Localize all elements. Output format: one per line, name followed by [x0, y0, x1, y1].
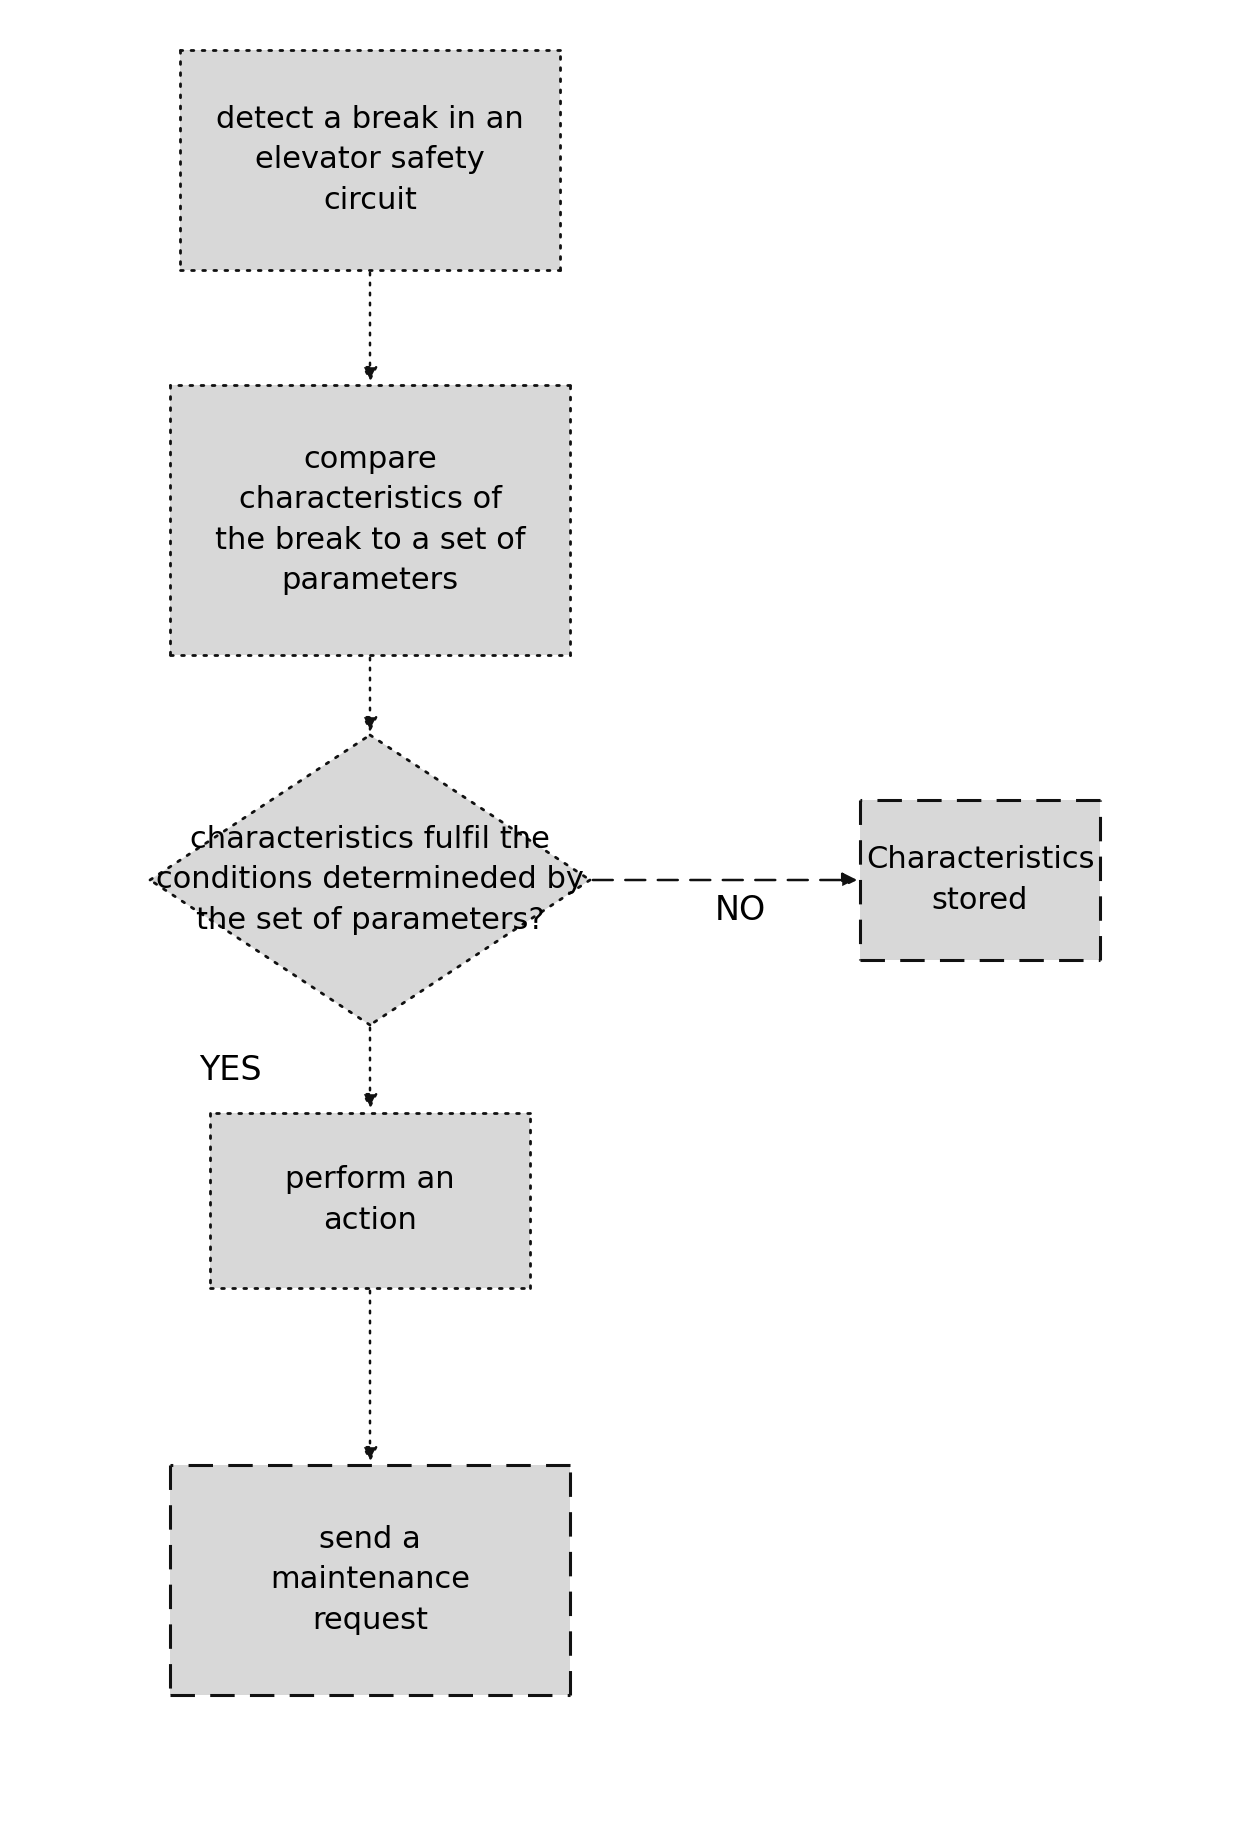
Text: perform an
action: perform an action — [285, 1165, 455, 1235]
Bar — [180, 50, 560, 271]
Bar — [210, 1113, 529, 1288]
Text: send a
maintenance
request: send a maintenance request — [270, 1524, 470, 1635]
Text: detect a break in an
elevator safety
circuit: detect a break in an elevator safety cir… — [216, 105, 523, 216]
Text: NO: NO — [714, 894, 765, 927]
Text: YES: YES — [198, 1054, 262, 1087]
Polygon shape — [150, 735, 590, 1025]
Text: Characteristics
stored: Characteristics stored — [866, 846, 1094, 914]
Bar — [170, 1465, 570, 1696]
Bar — [861, 800, 1100, 960]
Text: compare
characteristics of
the break to a set of
parameters: compare characteristics of the break to … — [215, 444, 526, 595]
Text: characteristics fulfil the
conditions determineded by
the set of parameters?: characteristics fulfil the conditions de… — [156, 826, 584, 934]
Bar — [170, 385, 570, 654]
